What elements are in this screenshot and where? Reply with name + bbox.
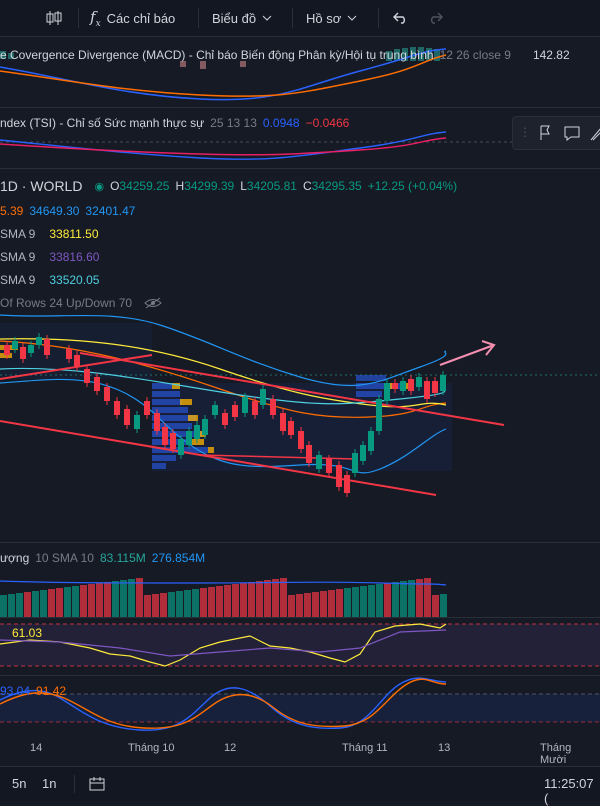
redo-button[interactable] [428,0,444,36]
time-tick: 12 [224,742,237,754]
bb-legend: 5.39 34649.30 32401.47 [0,204,135,218]
candlestick-series [4,333,446,497]
volume-sma-value: 276.854M [151,551,206,565]
candle-type-button[interactable] [44,0,64,36]
comment-icon[interactable] [563,124,581,142]
sma-legend-3: SMA 9 33520.05 [0,273,99,287]
tsi-signal-value: −0.0466 [305,116,350,130]
range-5y-button[interactable]: 5n [12,776,27,791]
symbol-label[interactable]: 1D · WORLD [0,178,83,194]
low-label: L [240,179,247,193]
chevron-down-icon [347,15,357,21]
time-tick: Tháng 10 [128,742,175,754]
high-label: H [175,179,185,193]
close-label: C [302,179,312,193]
eye-hidden-icon[interactable] [144,297,162,309]
volume-profile-label: Of Rows 24 Up/Down 70 [0,296,133,310]
sma-legend-1: SMA 9 33811.50 [0,227,99,241]
tsi-title: ndex (TSI) - Chỉ số Sức mạnh thực sự [0,116,205,130]
top-toolbar: fx Các chỉ báo Biểu đồ Hồ sơ [0,0,600,37]
time-tick: 13 [438,742,451,754]
sma-value: 33816.60 [49,250,100,264]
tsi-legend: ndex (TSI) - Chỉ số Sức mạnh thực sự 25 … [0,116,349,130]
open-label: O [110,179,120,193]
redo-icon [431,12,443,24]
bottom-toolbar: 5n 1n 11:25:07 ( [0,766,600,806]
volume-sma-label: 10 SMA 10 [35,551,94,565]
rsi-legend: 61.03 [12,626,42,640]
macd-legend: e Covergence Divergence (MACD) - Chỉ báo… [0,48,570,62]
fx-icon: fx [90,7,101,29]
change-value: +12.25 (+0.04%) [367,179,458,193]
price-chart[interactable] [0,169,600,541]
low-value: 34205.81 [246,179,297,193]
stoch-k-value: 93.04 [0,684,31,698]
volume-bars [0,578,447,617]
stoch-d-value: 91.42 [36,684,67,698]
profile-menu-label: Hồ sơ [306,10,342,26]
chart-menu-label: Biểu đồ [212,10,257,26]
candlestick-icon [46,11,62,25]
volume-pane[interactable] [0,543,600,617]
time-axis[interactable]: 14 Tháng 10 12 Tháng 11 13 Tháng Mười [0,738,600,766]
market-status-dot-icon: ◉ [94,180,105,193]
volume-legend: ượng 10 SMA 10 83.115M 276.854M [0,551,205,565]
indicators-label: Các chỉ báo [106,10,176,26]
sma-label: SMA 9 [0,273,36,287]
profile-menu-button[interactable]: Hồ sơ [306,0,357,36]
time-tick: Tháng Mười [540,742,572,766]
sma-label: SMA 9 [0,250,36,264]
bb-upper-value: 34649.30 [29,204,80,218]
macd-pane[interactable] [0,37,600,107]
bb-basis-value: 5.39 [0,204,24,218]
stoch-legend: 93.04 91.42 [0,684,66,698]
undo-icon [393,12,405,24]
high-value: 34299.39 [184,179,235,193]
sma-label: SMA 9 [0,227,36,241]
drag-handle-icon[interactable]: ⋮ [519,125,531,139]
chart-menu-button[interactable]: Biểu đồ [212,0,272,36]
undo-button[interactable] [392,0,408,36]
time-tick: 14 [30,742,43,754]
chevron-down-icon [262,15,272,21]
tsi-params: 25 13 13 [210,116,257,130]
sma-value: 33520.05 [49,273,100,287]
macd-title: e Covergence Divergence (MACD) - Chỉ báo… [0,48,434,62]
rsi-pane[interactable] [0,618,600,674]
close-value: 34295.35 [311,179,362,193]
sma-value: 33811.50 [49,227,99,241]
ohlc-legend: 1D · WORLD ◉ O34259.25 H34299.39 L34205.… [0,178,457,194]
clock-display[interactable]: 11:25:07 ( [544,776,594,806]
indicators-button[interactable]: fx Các chỉ báo [90,0,175,36]
bb-lower-value: 32401.47 [85,204,136,218]
floating-drawing-toolbar: ⋮ [512,116,600,150]
tsi-value: 0.0948 [262,116,300,130]
time-tick: Tháng 11 [342,742,388,754]
volume-value: 83.115M [99,551,146,565]
rsi-value: 61.03 [12,626,43,640]
brush-icon[interactable] [589,124,600,142]
range-1y-button[interactable]: 1n [42,776,57,791]
macd-value: 142.82 [532,48,570,62]
sma-legend-2: SMA 9 33816.60 [0,250,99,264]
volume-profile-legend: Of Rows 24 Up/Down 70 [0,296,162,310]
volume-label: ượng [0,551,30,565]
date-range-icon[interactable] [88,776,106,792]
open-value: 34259.25 [119,179,170,193]
stoch-pane[interactable] [0,676,600,736]
macd-params: 12 26 close 9 [439,48,511,62]
tsi-pane[interactable] [0,108,600,168]
flag-icon[interactable] [537,124,553,142]
